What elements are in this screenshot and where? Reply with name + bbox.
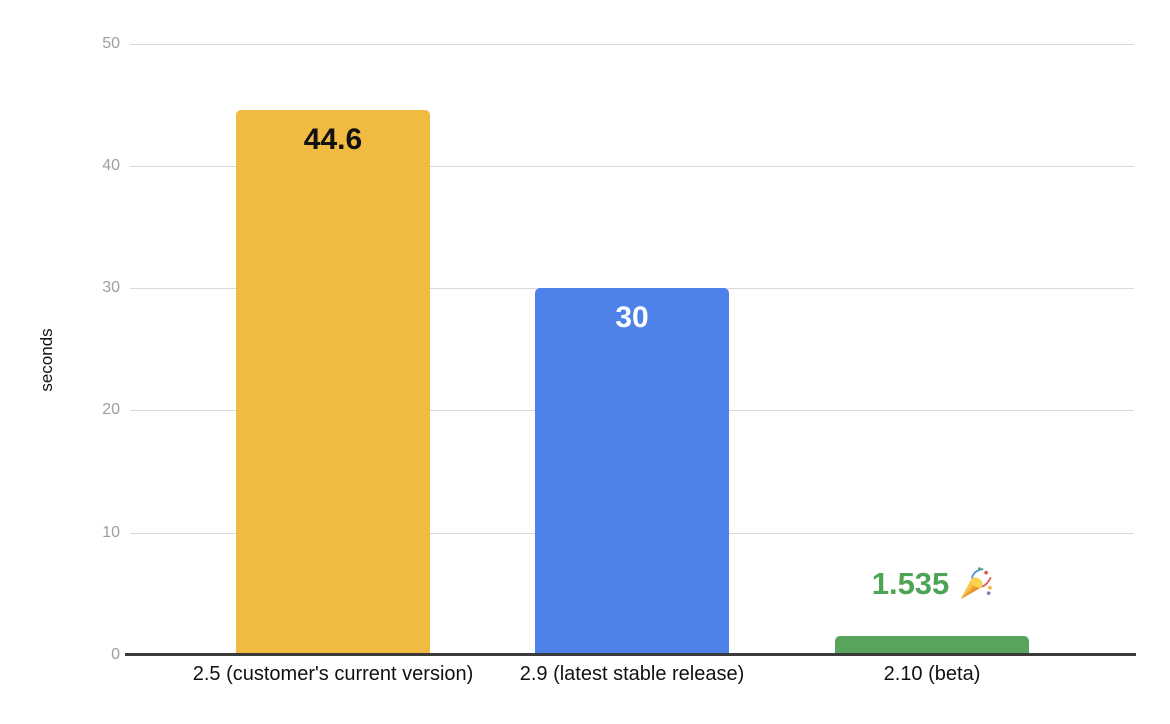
bar-1 [236,109,430,656]
bar-2 [535,288,729,656]
y-tick-label: 0 [111,646,120,663]
x-axis-line [125,653,1136,656]
value-label: 30 [615,301,649,335]
y-tick-label: 10 [102,524,120,541]
x-axis-label: 2.10 (beta) [883,663,981,685]
value-label: 1.535 [872,562,993,606]
y-axis-title: seconds [37,328,56,392]
value-label-text: 1.535 [871,565,950,601]
y-tick-label: 20 [102,401,120,418]
gridline [130,44,1134,45]
y-tick-label: 50 [102,35,120,52]
value-label: 44.6 [303,122,363,156]
gridline [130,166,1134,167]
party-popper-icon [958,567,992,601]
y-tick-label: 40 [102,157,120,174]
y-tick-label: 30 [102,279,120,296]
x-axis-label: 2.9 (latest stable release) [519,663,745,685]
bar-3 [835,635,1029,656]
x-axis-label: 2.5 (customer's current version) [192,663,474,685]
